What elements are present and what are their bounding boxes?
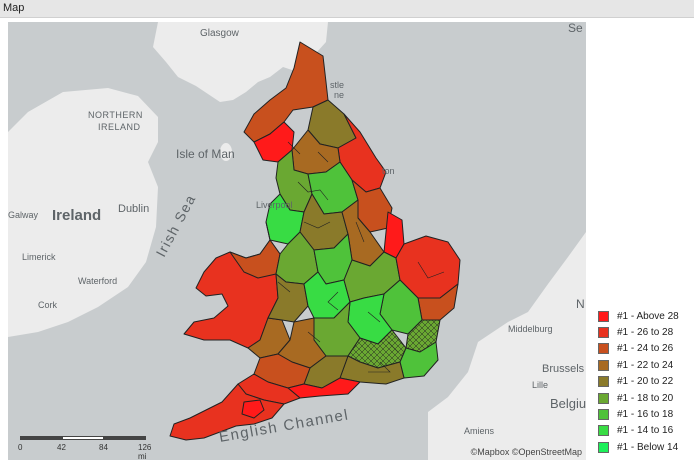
district-boundaries bbox=[277, 141, 445, 373]
region-dorset-hampshire[interactable] bbox=[287, 377, 361, 399]
map-attribution[interactable]: ©Mapbox ©OpenStreetMap bbox=[470, 447, 582, 457]
legend-label: #1 - Above 28 bbox=[617, 310, 679, 322]
legend-item[interactable]: #1 - 20 to 22 bbox=[598, 374, 694, 390]
legend-swatch bbox=[598, 376, 609, 388]
label-northern: NORTHERN bbox=[88, 110, 143, 120]
legend-label: #1 - 26 to 28 bbox=[617, 327, 674, 339]
label-brussels: Brussels bbox=[542, 363, 585, 375]
legend-item[interactable]: #1 - 18 to 20 bbox=[598, 390, 694, 406]
map-scale-bar: 0 42 84 126 mi bbox=[18, 436, 152, 460]
legend-item[interactable]: #1 - 16 to 18 bbox=[598, 406, 694, 422]
label-newcastle-1: stle bbox=[330, 80, 344, 90]
legend-swatch bbox=[598, 327, 609, 339]
legend-item[interactable]: #1 - Below 14 bbox=[598, 439, 694, 455]
legend-swatch bbox=[598, 425, 609, 437]
region-torbay[interactable] bbox=[241, 399, 265, 419]
region-kent[interactable] bbox=[399, 341, 439, 379]
label-waterford: Waterford bbox=[78, 276, 117, 286]
legend-item[interactable]: #1 - 22 to 24 bbox=[598, 357, 694, 373]
legend-label: #1 - 22 to 24 bbox=[617, 359, 674, 371]
label-glasgow: Glasgow bbox=[200, 28, 240, 39]
label-ireland-n: IRELAND bbox=[98, 122, 141, 132]
label-limerick: Limerick bbox=[22, 252, 56, 262]
label-dublin: Dublin bbox=[118, 203, 149, 215]
legend-item[interactable]: #1 - 14 to 16 bbox=[598, 423, 694, 439]
label-hull: ton bbox=[382, 166, 395, 176]
label-isle-of-man: Isle of Man bbox=[176, 147, 235, 161]
label-north-sea: Se bbox=[568, 22, 583, 35]
region-devon-cornwall[interactable] bbox=[169, 383, 285, 441]
label-ireland: Ireland bbox=[52, 207, 101, 224]
legend-label: #1 - 18 to 20 bbox=[617, 392, 674, 404]
legend-label: #1 - Below 14 bbox=[617, 441, 679, 453]
label-liverpool: Liverpool bbox=[256, 200, 293, 210]
legend-swatch bbox=[598, 310, 609, 322]
scotland-land bbox=[153, 22, 328, 102]
legend-label: #1 - 20 to 22 bbox=[617, 376, 674, 388]
region-layer[interactable] bbox=[169, 41, 461, 441]
legend-item[interactable]: #1 - 24 to 26 bbox=[598, 341, 694, 357]
legend-item[interactable]: #1 - Above 28 bbox=[598, 308, 694, 324]
legend-item[interactable]: #1 - 26 to 28 bbox=[598, 324, 694, 340]
legend-swatch bbox=[598, 441, 609, 453]
label-newcastle-2: ne bbox=[334, 90, 344, 100]
map-canvas[interactable]: Glasgow NORTHERN IRELAND Isle of Man Iri… bbox=[8, 22, 586, 460]
isle-of-man-land bbox=[220, 143, 232, 161]
continent-land bbox=[428, 232, 586, 460]
scale-tick-84: 84 bbox=[99, 443, 108, 452]
legend-label: #1 - 14 to 16 bbox=[617, 425, 674, 437]
scale-tick-42: 42 bbox=[57, 443, 66, 452]
legend: #1 - Above 28 #1 - 26 to 28 #1 - 24 to 2… bbox=[598, 308, 694, 456]
region-cumbria-coast[interactable] bbox=[253, 121, 295, 163]
visual-title-bar: Map bbox=[0, 0, 694, 18]
label-amiens: Amiens bbox=[464, 426, 495, 436]
legend-label: #1 - 24 to 26 bbox=[617, 343, 674, 355]
map-svg: Glasgow NORTHERN IRELAND Isle of Man Iri… bbox=[8, 22, 586, 460]
scale-tick-126: 126 mi bbox=[138, 443, 152, 460]
legend-swatch bbox=[598, 359, 609, 371]
label-middelburg: Middelburg bbox=[508, 324, 553, 334]
label-north: N bbox=[576, 297, 585, 311]
legend-swatch bbox=[598, 392, 609, 404]
ireland-land bbox=[8, 88, 158, 337]
label-cork: Cork bbox=[38, 300, 58, 310]
legend-swatch bbox=[598, 343, 609, 355]
label-belgium: Belgiu bbox=[550, 396, 586, 411]
visual-title: Map bbox=[3, 2, 25, 14]
label-lille: Lille bbox=[532, 380, 548, 390]
label-galway: Galway bbox=[8, 210, 39, 220]
legend-swatch bbox=[598, 409, 609, 421]
legend-label: #1 - 16 to 18 bbox=[617, 409, 674, 421]
scale-tick-0: 0 bbox=[18, 443, 23, 452]
